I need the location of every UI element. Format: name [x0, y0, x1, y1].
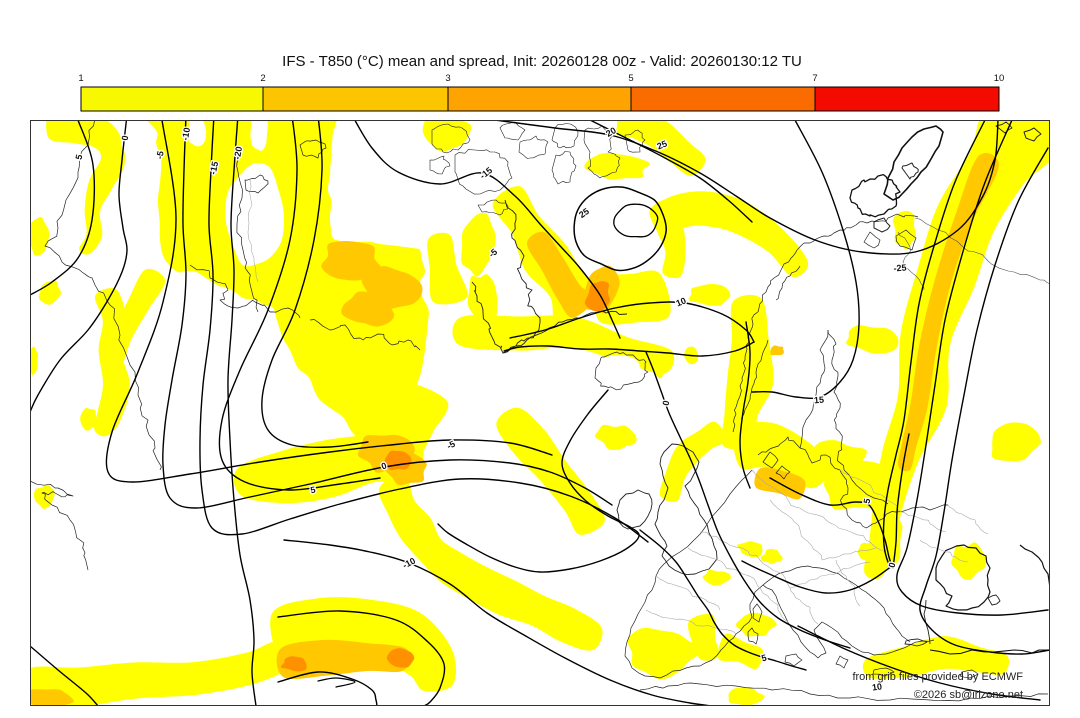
svg-text:3: 3 — [445, 73, 450, 84]
svg-text:0: 0 — [887, 561, 898, 568]
svg-text:0: 0 — [661, 400, 672, 407]
svg-text:5: 5 — [628, 73, 633, 84]
svg-text:1: 1 — [78, 73, 83, 84]
svg-text:10: 10 — [994, 73, 1005, 84]
svg-text:7: 7 — [812, 73, 817, 84]
svg-text:0: 0 — [380, 460, 388, 471]
svg-text:5: 5 — [862, 498, 873, 505]
svg-text:5: 5 — [760, 653, 767, 664]
svg-text:5: 5 — [310, 485, 317, 496]
svg-text:©2026 sb@irizone.net: ©2026 sb@irizone.net — [914, 689, 1023, 701]
svg-text:-15: -15 — [208, 161, 220, 176]
svg-text:-20: -20 — [232, 146, 244, 161]
svg-text:-10: -10 — [180, 127, 192, 142]
svg-text:10: 10 — [871, 681, 882, 692]
svg-text:-5: -5 — [154, 150, 165, 160]
svg-text:0: 0 — [120, 135, 131, 141]
svg-text:5: 5 — [74, 154, 85, 161]
svg-text:-25: -25 — [893, 262, 907, 273]
svg-text:from grib files provided by EC: from grib files provided by ECMWF — [852, 671, 1023, 683]
svg-text:15: 15 — [814, 395, 825, 406]
svg-text:2: 2 — [260, 73, 265, 84]
svg-text:IFS - T850 (°C) mean and sprea: IFS - T850 (°C) mean and spread, Init: 2… — [282, 53, 802, 70]
